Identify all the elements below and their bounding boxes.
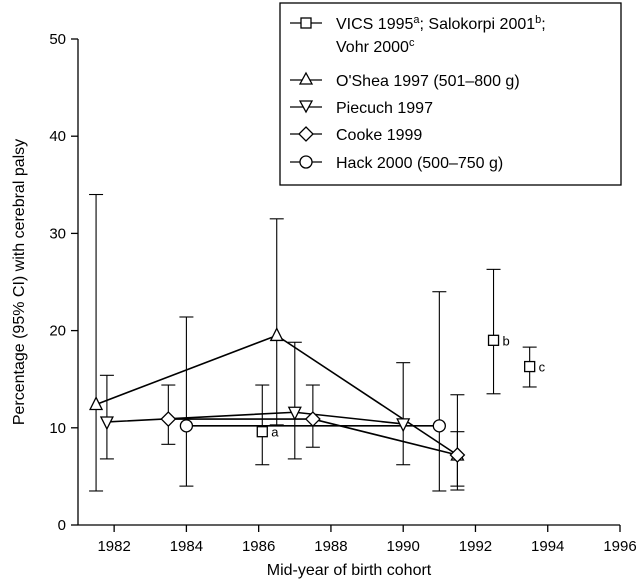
triangle-up-marker-icon [298,71,314,85]
triangle-down-marker [396,418,411,433]
x-axis-title: Mid-year of birth cohort [267,562,432,579]
legend-entry-piecuch: Piecuch 1997 [290,100,433,117]
legend-label-cooke: Cooke 1999 [336,127,422,144]
legend-sup-b: b [535,14,541,26]
legend-label-vics: VICS 1995a; Salokorpi 2001b; [336,14,546,33]
circle-marker-icon [299,155,313,169]
square-marker [256,426,268,438]
legend-label-vohr: Vohr 2000 [336,39,409,56]
x-tick-label: 1996 [603,538,636,555]
x-tick-label: 1986 [242,538,275,555]
legend-label-vics-part1: VICS 1995 [336,16,413,33]
square-marker [487,334,500,346]
point-label: b [503,333,510,348]
x-tick-label: 1990 [387,538,420,555]
triangle-down-marker [99,416,114,431]
legend-entry-oshea: O'Shea 1997 (501–800 g) [290,71,520,90]
triangle-down-marker-icon [298,100,314,114]
x-tick-label: 1982 [97,538,130,555]
diamond-marker [449,447,466,463]
legend-label-vics-line2: Vohr 2000c [336,37,415,56]
legend-label-hack: Hack 2000 (500–750 g) [336,155,503,172]
legend-box [279,2,622,186]
x-tick-label: 1988 [314,538,347,555]
x-tick-label: 1994 [531,538,564,555]
legend-entry-vics: VICS 1995a; Salokorpi 2001b; Vohr 2000c [290,14,546,56]
diamond-marker [304,411,321,427]
legend-sup-a: a [413,14,420,26]
y-axis-title: Percentage (95% CI) with cerebral palsy [11,139,28,425]
diamond-marker-icon [298,126,314,142]
y-tick-label: 50 [49,31,66,48]
triangle-down-marker [287,406,302,421]
y-tick-label: 20 [49,323,66,340]
circle-marker [179,419,194,433]
legend: VICS 1995a; Salokorpi 2001b; Vohr 2000c … [279,2,622,186]
y-tick-label: 40 [49,128,66,145]
legend-label-vics-part3: ; [541,16,545,33]
diamond-marker [160,411,177,427]
legend-sup-c: c [409,37,415,49]
x-tick-label: 1984 [170,538,203,555]
axes [77,39,620,526]
legend-label-oshea: O'Shea 1997 (501–800 g) [336,73,520,90]
legend-entry-hack: Hack 2000 (500–750 g) [290,155,503,172]
legend-label-vics-part2: ; Salokorpi 2001 [420,16,536,33]
x-tick-label: 1992 [459,538,492,555]
triangle-up-marker [269,327,284,342]
legend-entry-cooke: Cooke 1999 [290,126,422,144]
series-markers [89,327,536,463]
point-label: a [271,425,279,440]
circle-marker [432,419,446,433]
point-label: c [539,360,546,375]
y-tick-label: 30 [49,225,66,242]
error-bars [89,193,537,492]
point-labels: a b c [271,333,545,439]
y-tick-label: 10 [49,420,66,437]
legend-label-piecuch: Piecuch 1997 [336,100,433,117]
square-marker [524,360,536,373]
y-tick-label: 0 [58,517,66,534]
triangle-up-marker [89,396,104,411]
ticks: 1982 1984 1986 1988 1990 1992 1994 1996 0 10 20 30 4… [49,31,636,555]
square-marker-icon [300,17,312,29]
series-line [106,411,404,425]
